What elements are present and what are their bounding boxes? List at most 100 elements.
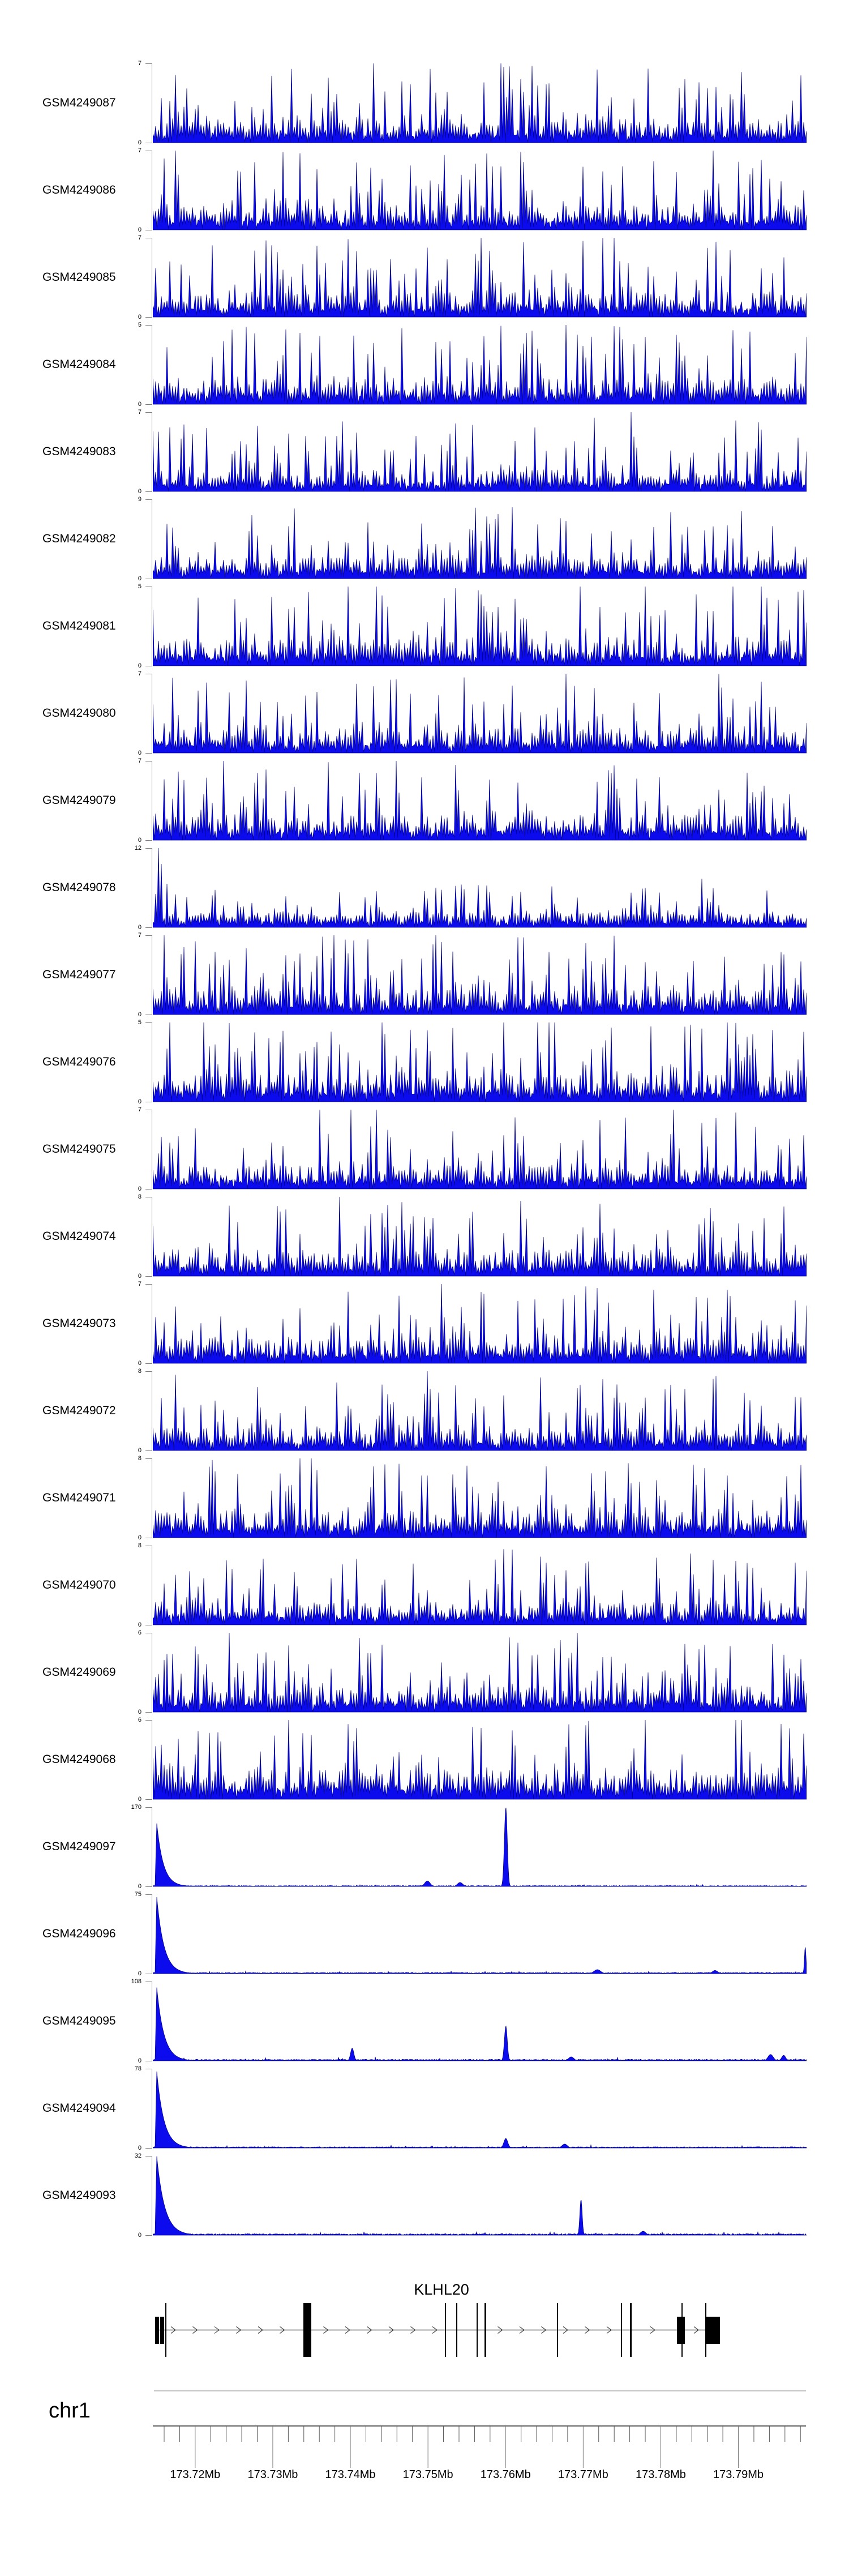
track-row: GSM4249085 7 0 xyxy=(0,234,849,325)
y-axis-max-label: 7 xyxy=(138,1281,142,1287)
y-axis-zero-label: 0 xyxy=(138,1360,142,1367)
track-row: GSM4249081 5 0 xyxy=(0,583,849,674)
strand-arrow-icon xyxy=(367,2326,372,2334)
coverage-area xyxy=(153,1807,807,1887)
y-axis-bracket xyxy=(145,1633,152,1713)
strand-arrow-icon xyxy=(388,2326,394,2334)
exon-rect xyxy=(165,2303,166,2357)
coverage-plot xyxy=(153,1284,807,1364)
coverage-plot xyxy=(153,1987,807,2061)
y-axis-zero-label: 0 xyxy=(138,1098,142,1105)
strand-arrow-icon xyxy=(214,2326,220,2334)
track-label: GSM4249094 xyxy=(42,2102,116,2115)
track-row: GSM4249068 6 0 xyxy=(0,1717,849,1807)
y-axis-bracket xyxy=(145,412,152,492)
track-label: GSM4249086 xyxy=(42,183,116,196)
track-row: GSM4249095 108 0 xyxy=(0,1978,849,2069)
coverage-plot xyxy=(153,935,807,1015)
track-label: GSM4249071 xyxy=(42,1491,116,1504)
strand-arrow-icon xyxy=(323,2326,329,2334)
y-axis-zero-label: 0 xyxy=(138,1796,142,1803)
y-axis-zero-label: 0 xyxy=(138,1273,142,1280)
track-label: GSM4249080 xyxy=(42,707,116,720)
y-axis-zero-label: 0 xyxy=(138,226,142,233)
coverage-plot xyxy=(153,1720,807,1800)
y-axis-zero-label: 0 xyxy=(138,1186,142,1192)
y-axis-max-label: 6 xyxy=(138,1717,142,1723)
coverage-area xyxy=(153,1197,807,1277)
y-axis-bracket xyxy=(145,1458,152,1538)
coverage-area xyxy=(153,848,807,928)
coverage-area xyxy=(153,2156,807,2236)
coverage-plot xyxy=(153,151,807,230)
y-axis-max-label: 75 xyxy=(134,1891,142,1898)
y-axis-zero-label: 0 xyxy=(138,837,142,844)
coverage-area xyxy=(153,151,807,230)
y-axis-zero-label: 0 xyxy=(138,662,142,669)
exon-rect xyxy=(456,2303,457,2357)
track-row: GSM4249076 5 0 xyxy=(0,1019,849,1110)
y-axis-zero-label: 0 xyxy=(138,1011,142,1018)
gene-model-track xyxy=(155,2303,720,2357)
track-row: GSM4249070 8 0 xyxy=(0,1542,849,1633)
coverage-plot xyxy=(153,1633,807,1713)
axis-tick-label: 173.77Mb xyxy=(558,2468,608,2481)
track-row: GSM4249086 7 0 xyxy=(0,147,849,238)
y-axis-zero-label: 0 xyxy=(138,314,142,320)
coverage-area xyxy=(153,2071,807,2149)
y-axis-max-label: 7 xyxy=(138,409,142,416)
strand-arrow-icon xyxy=(693,2326,699,2334)
track-row: GSM4249094 78 0 xyxy=(0,2065,849,2156)
track-label: GSM4249085 xyxy=(42,271,116,284)
y-axis-bracket xyxy=(145,1110,152,1189)
coverage-plot xyxy=(153,238,807,318)
strand-arrow-icon xyxy=(432,2326,438,2334)
exon-rect xyxy=(557,2303,558,2357)
y-axis-bracket xyxy=(145,1546,152,1625)
coverage-area xyxy=(153,761,807,841)
exon-rect xyxy=(677,2317,685,2344)
coverage-plot xyxy=(153,2156,807,2236)
y-axis-max-label: 7 xyxy=(138,147,142,154)
y-axis-bracket xyxy=(145,935,152,1015)
y-axis-bracket xyxy=(145,1371,152,1451)
track-row: GSM4249080 7 0 xyxy=(0,670,849,761)
y-axis-max-label: 78 xyxy=(134,2065,142,2072)
exon-rect xyxy=(630,2303,632,2357)
y-axis-max-label: 8 xyxy=(138,1455,142,1462)
y-axis-max-label: 8 xyxy=(138,1368,142,1375)
coverage-area xyxy=(153,238,807,318)
exon-rect xyxy=(705,2303,706,2357)
axis-tick-label: 173.76Mb xyxy=(480,2468,531,2481)
axis-tick-label: 173.74Mb xyxy=(325,2468,376,2481)
y-axis-zero-label: 0 xyxy=(138,1534,142,1541)
track-row: GSM4249077 7 0 xyxy=(0,932,849,1022)
track-row: GSM4249071 8 0 xyxy=(0,1455,849,1546)
axis-tick-label: 173.78Mb xyxy=(635,2468,686,2481)
track-row: GSM4249072 8 0 xyxy=(0,1368,849,1458)
track-label: GSM4249097 xyxy=(42,1840,116,1853)
exon-rect xyxy=(303,2303,311,2357)
strand-arrow-icon xyxy=(410,2326,416,2334)
strand-arrow-icon xyxy=(650,2326,655,2334)
strand-arrow-icon xyxy=(258,2326,263,2334)
track-label: GSM4249074 xyxy=(42,1230,116,1243)
track-label: GSM4249076 xyxy=(42,1055,116,1068)
y-axis-max-label: 6 xyxy=(138,1629,142,1636)
y-axis-max-label: 170 xyxy=(131,1804,142,1811)
coverage-plot xyxy=(153,2071,807,2149)
y-axis-bracket xyxy=(145,325,152,405)
y-axis-bracket xyxy=(145,238,152,318)
y-axis-max-label: 5 xyxy=(138,1019,142,1026)
exon-rect xyxy=(681,2303,683,2357)
track-row: GSM4249073 7 0 xyxy=(0,1281,849,1371)
coverage-plot xyxy=(153,507,807,579)
y-axis-max-label: 9 xyxy=(138,496,142,503)
y-axis-max-label: 12 xyxy=(134,845,142,851)
y-axis-zero-label: 0 xyxy=(138,139,142,146)
track-label: GSM4249073 xyxy=(42,1317,116,1330)
coverage-plot xyxy=(153,1022,807,1102)
y-axis-bracket xyxy=(145,1022,152,1102)
track-label: GSM4249096 xyxy=(42,1927,116,1940)
coverage-area xyxy=(153,1549,807,1625)
